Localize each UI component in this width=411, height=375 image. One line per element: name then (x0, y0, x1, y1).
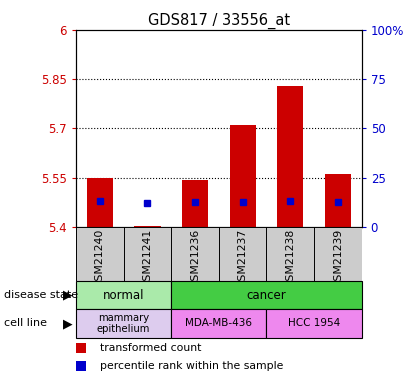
Bar (87, 178, 113, 227)
Text: normal: normal (103, 289, 144, 302)
Text: HCC 1954: HCC 1954 (288, 318, 340, 328)
Bar (266, 309, 362, 338)
Bar (325, 174, 351, 227)
Text: ▶: ▶ (63, 317, 73, 330)
Text: GSM21236: GSM21236 (190, 228, 200, 288)
Bar (76, 281, 171, 309)
Text: GSM21237: GSM21237 (238, 228, 248, 288)
Bar (76, 309, 171, 338)
Text: GSM21240: GSM21240 (95, 228, 105, 288)
Text: cell line: cell line (4, 318, 47, 328)
Text: transformed count: transformed count (100, 343, 202, 353)
Bar (134, 226, 161, 227)
Bar (230, 125, 256, 227)
Text: disease state: disease state (4, 290, 78, 300)
Bar (171, 281, 362, 309)
Text: percentile rank within the sample: percentile rank within the sample (100, 361, 284, 371)
Text: cancer: cancer (247, 289, 286, 302)
Text: GSM21241: GSM21241 (143, 228, 152, 288)
Bar (171, 309, 266, 338)
Bar (277, 86, 303, 227)
Text: GSM21238: GSM21238 (285, 228, 295, 288)
Text: MDA-MB-436: MDA-MB-436 (185, 318, 252, 328)
Bar (182, 180, 208, 227)
Text: ▶: ▶ (63, 289, 73, 302)
Bar (76, 361, 86, 371)
Bar (76, 343, 86, 353)
Title: GDS817 / 33556_at: GDS817 / 33556_at (148, 12, 290, 28)
Text: mammary
epithelium: mammary epithelium (97, 313, 150, 334)
Text: GSM21239: GSM21239 (333, 228, 343, 288)
